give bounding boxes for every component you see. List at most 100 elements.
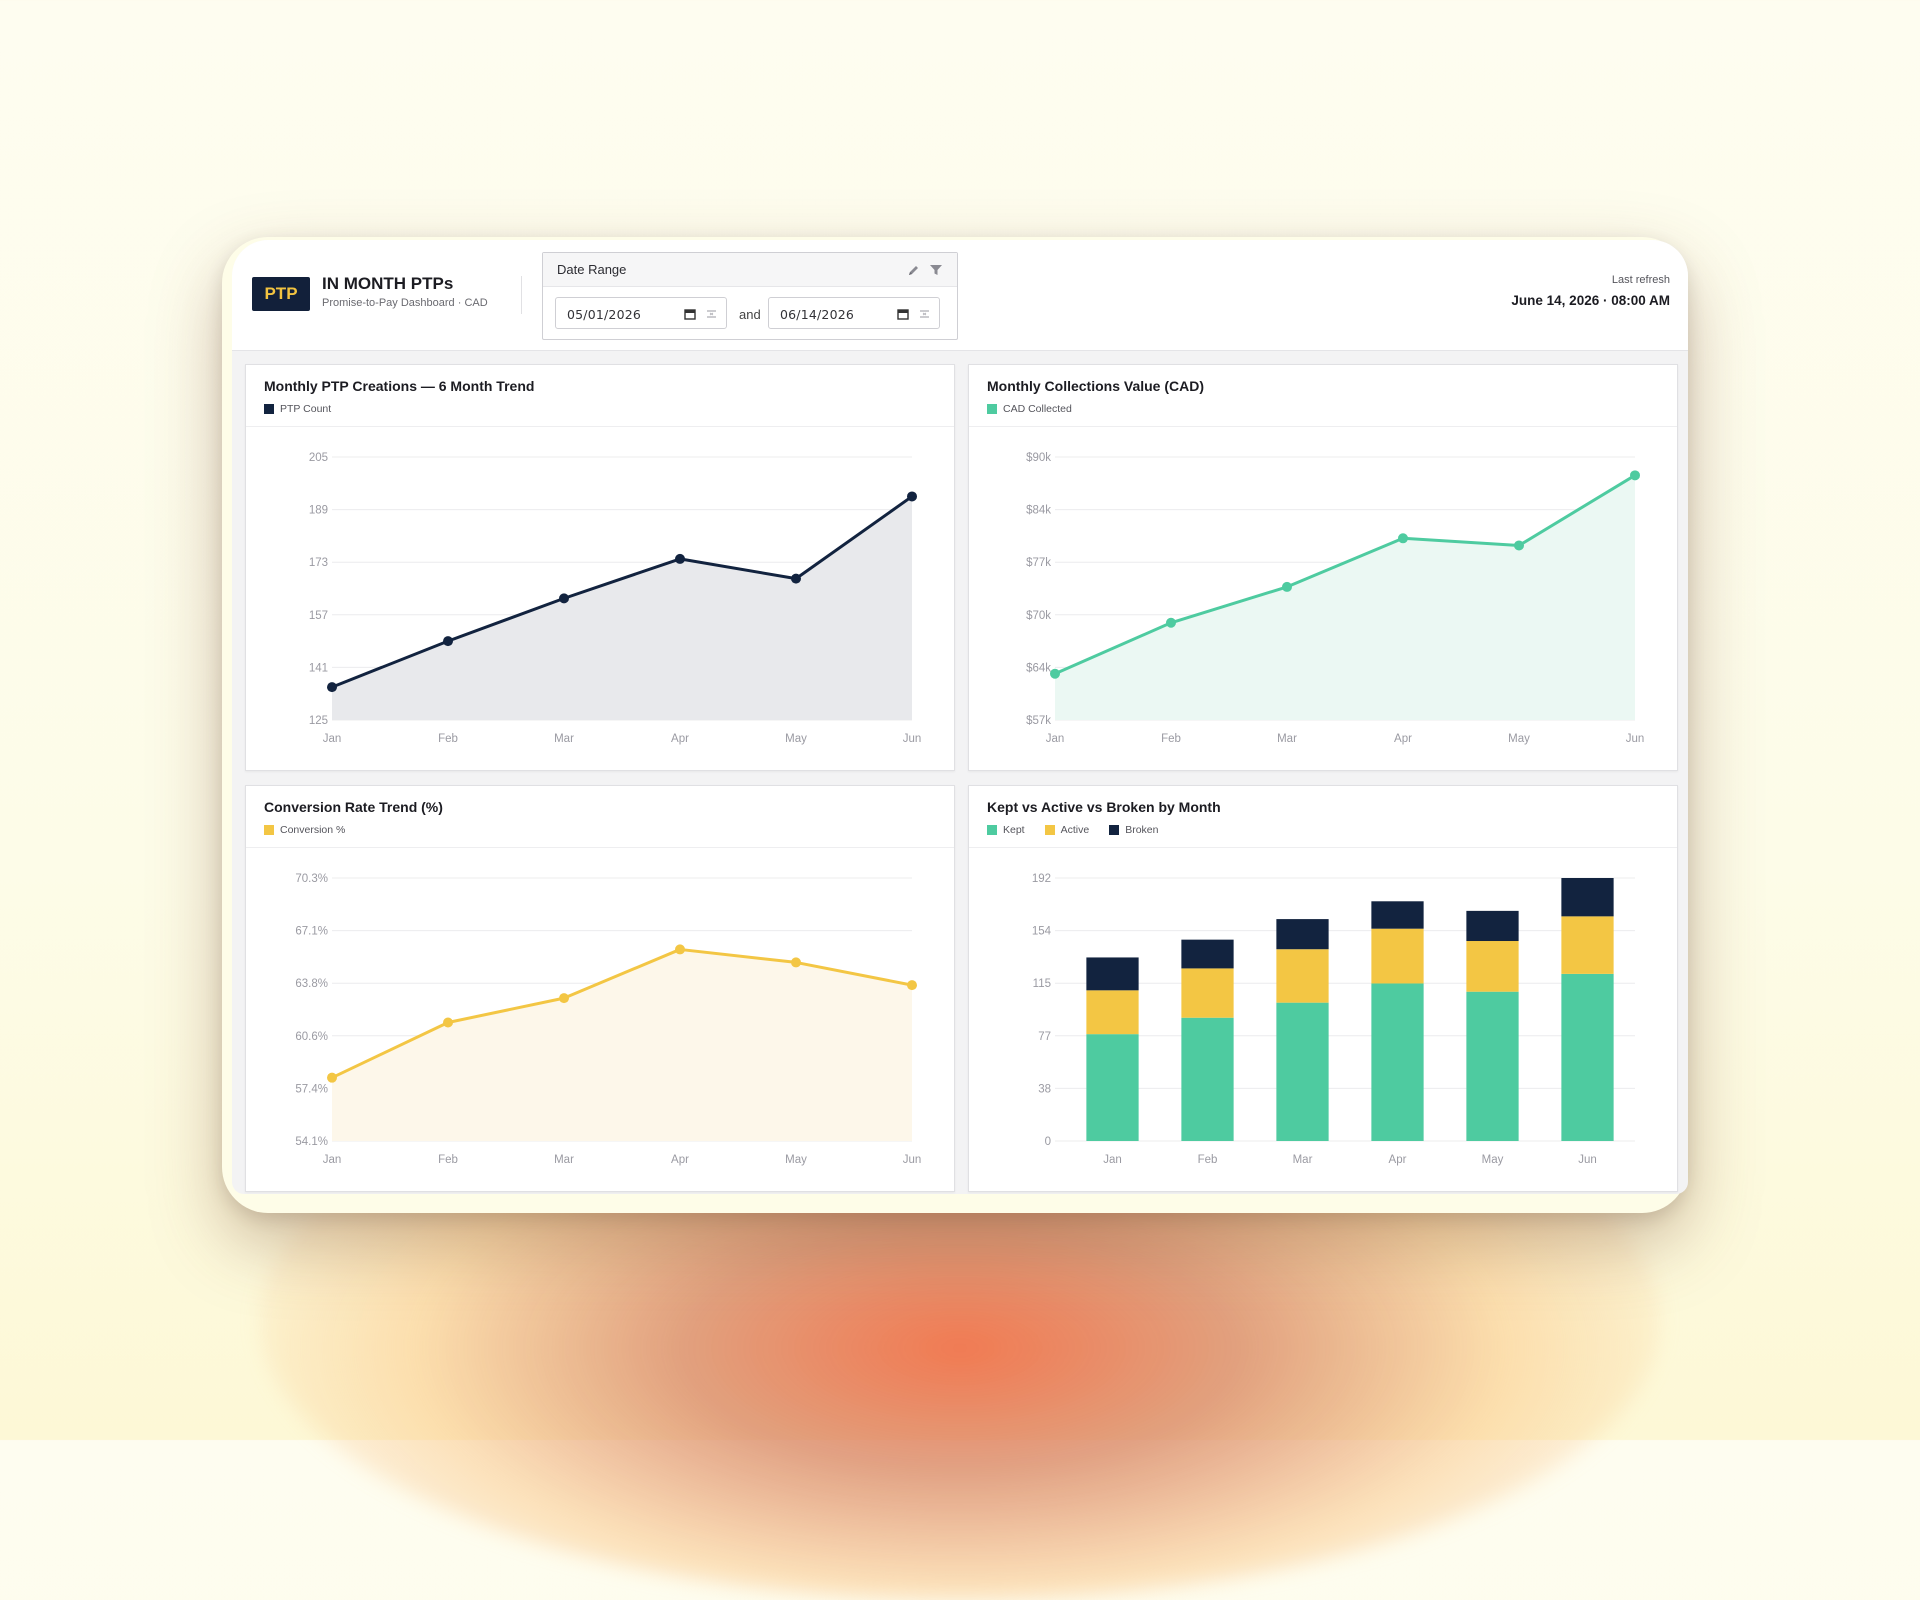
funnel-icon[interactable] (929, 263, 943, 277)
x-tick-label: Apr (1389, 1154, 1407, 1166)
bar-segment-active[interactable] (1086, 990, 1139, 1035)
legend-label: CAD Collected (1003, 403, 1072, 415)
dashboard-header: PTP IN MONTH PTPs Promise-to-Pay Dashboa… (232, 240, 1688, 351)
bar-segment-broken[interactable] (1371, 901, 1424, 929)
page-title: IN MONTH PTPs (322, 274, 454, 293)
data-point[interactable] (791, 573, 801, 584)
data-point[interactable] (559, 993, 569, 1004)
data-point[interactable] (1514, 540, 1524, 551)
bar-segment-active[interactable] (1181, 968, 1234, 1018)
y-tick-label: 189 (309, 505, 328, 517)
chart-title: Monthly Collections Value (CAD) (987, 378, 1205, 394)
range-joiner: and (739, 307, 761, 322)
data-point[interactable] (327, 1072, 337, 1083)
end-date-input[interactable]: 06/14/2026 (768, 297, 940, 329)
bar-segment-broken[interactable] (1086, 957, 1139, 991)
chart-legend: Kept Active Broken (987, 824, 1158, 836)
bar-segment-kept[interactable] (1371, 983, 1424, 1141)
x-tick-label: Jun (903, 733, 922, 745)
data-point[interactable] (791, 957, 801, 968)
legend-item: CAD Collected (987, 403, 1072, 415)
kept-active-broken-card: Kept vs Active vs Broken by Month Kept A… (968, 785, 1678, 1192)
legend-item: Active (1044, 824, 1090, 836)
data-point[interactable] (1050, 668, 1060, 679)
data-point[interactable] (1630, 470, 1640, 481)
x-tick-label: Apr (1394, 733, 1412, 745)
clear-icon[interactable] (706, 309, 717, 319)
pencil-icon[interactable] (907, 264, 920, 277)
y-tick-label: 67.1% (295, 926, 328, 938)
data-point[interactable] (327, 682, 337, 693)
bar-segment-kept[interactable] (1466, 991, 1519, 1141)
data-point[interactable] (443, 1017, 453, 1028)
data-point[interactable] (1398, 533, 1408, 544)
y-tick-label: 57.4% (295, 1083, 328, 1095)
data-point[interactable] (559, 593, 569, 604)
series-line (331, 495, 913, 689)
bar-segment-kept[interactable] (1181, 1017, 1234, 1141)
page-subtitle: Promise-to-Pay Dashboard · CAD (322, 297, 488, 309)
start-date-input[interactable]: 05/01/2026 (555, 297, 727, 329)
chart-legend: CAD Collected (987, 403, 1072, 415)
ptp-logo: PTP (252, 277, 310, 311)
data-point[interactable] (907, 980, 917, 991)
bar-segment-active[interactable] (1466, 941, 1519, 992)
series-area (332, 496, 912, 720)
bar-segment-broken[interactable] (1276, 919, 1329, 950)
legend-item: Broken (1109, 824, 1158, 836)
y-tick-label: 60.6% (295, 1031, 328, 1043)
legend-label: Broken (1125, 824, 1159, 836)
x-tick-label: Mar (1277, 733, 1297, 745)
collections-value-chart: $90k $84k $77k $70k $64k $57k Jan Feb Mar Apr May J… (1026, 452, 1644, 745)
bar-segment-kept[interactable] (1086, 1034, 1139, 1141)
bar-segment-active[interactable] (1561, 916, 1614, 974)
data-point[interactable] (675, 553, 685, 564)
bar-segment-active[interactable] (1371, 928, 1424, 984)
x-tick-label: Jan (1103, 1154, 1122, 1166)
legend-label: PTP Count (280, 403, 332, 415)
kept-active-broken-chart: 192 154 115 77 38 0 Jan Feb Mar Apr May Jun (1032, 873, 1635, 1166)
legend-item: Kept (987, 824, 1025, 836)
x-tick-label: Jun (903, 1154, 922, 1166)
chart-title: Conversion Rate Trend (%) (264, 799, 443, 815)
x-tick-label: Feb (1161, 733, 1181, 745)
calendar-icon[interactable] (684, 308, 696, 320)
legend-swatch (987, 825, 997, 835)
x-tick-label: Mar (1293, 1154, 1313, 1166)
legend-item: Conversion % (264, 824, 345, 836)
x-tick-label: Mar (554, 1154, 574, 1166)
ptp-creations-chart: 205 189 173 157 141 125 Jan Feb Mar Apr May Jun (309, 452, 922, 745)
bar-segment-active[interactable] (1276, 949, 1329, 1003)
card-divider (246, 847, 954, 848)
bar-segment-broken[interactable] (1466, 910, 1519, 942)
x-tick-label: Apr (671, 733, 689, 745)
x-tick-label: Feb (438, 733, 458, 745)
y-tick-label: 173 (309, 557, 328, 569)
y-tick-label: 192 (1032, 873, 1051, 885)
legend-label: Active (1060, 824, 1090, 836)
legend-swatch (1109, 825, 1120, 835)
data-point[interactable] (907, 491, 917, 502)
calendar-icon[interactable] (897, 308, 909, 320)
data-point[interactable] (1166, 617, 1176, 628)
bar-segment-broken[interactable] (1561, 878, 1614, 917)
x-tick-label: Apr (671, 1154, 689, 1166)
filter-label: Date Range (557, 262, 627, 277)
data-point[interactable] (443, 636, 453, 647)
bar-segment-broken[interactable] (1181, 939, 1234, 969)
clear-icon[interactable] (919, 309, 930, 319)
data-point[interactable] (675, 944, 685, 955)
y-tick-label: 141 (309, 662, 328, 674)
conversion-rate-chart: 70.3% 67.1% 63.8% 60.6% 57.4% 54.1% Jan Feb Mar A… (295, 873, 922, 1166)
y-tick-label: $77k (1026, 557, 1051, 569)
y-tick-label: 157 (309, 610, 328, 622)
bar-segment-kept[interactable] (1561, 973, 1614, 1141)
conversion-rate-card: Conversion Rate Trend (%) Conversion % 7… (245, 785, 955, 1192)
y-tick-label: 63.8% (295, 978, 328, 990)
bar-segment-kept[interactable] (1276, 1002, 1329, 1141)
data-point[interactable] (1282, 581, 1292, 592)
chart-title: Monthly PTP Creations — 6 Month Trend (264, 378, 535, 394)
end-date-value: 06/14/2026 (780, 307, 855, 322)
filter-header: Date Range (543, 253, 957, 287)
legend-swatch (1044, 825, 1055, 835)
